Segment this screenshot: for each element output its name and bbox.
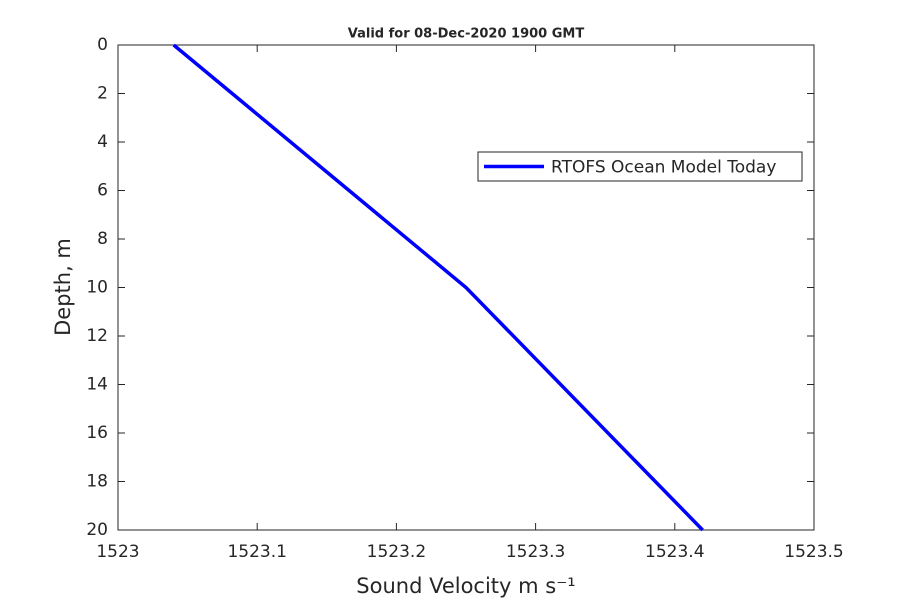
y-tick-label: 14: [86, 375, 108, 395]
x-tick-label: 1523.3: [506, 542, 565, 562]
x-axis-label: Sound Velocity m s⁻¹: [356, 574, 575, 598]
legend: RTOFS Ocean Model Today: [477, 151, 803, 182]
chart-title: Valid for 08-Dec-2020 1900 GMT: [348, 27, 585, 42]
x-tick-label: 1523.1: [227, 542, 286, 562]
legend-label: RTOFS Ocean Model Today: [551, 158, 776, 178]
x-tick-label: 1523.4: [645, 542, 704, 562]
y-tick-label: 18: [86, 472, 108, 492]
y-tick-label: 10: [86, 278, 108, 298]
x-tick-label: 1523: [96, 542, 139, 562]
y-tick-label: 12: [86, 326, 108, 346]
x-tick-label: 1523.2: [367, 542, 426, 562]
y-tick-label: 2: [97, 84, 108, 104]
series-line: [172, 43, 704, 532]
y-axis-label: Depth, m: [51, 238, 75, 336]
x-tick-label: 1523.5: [784, 542, 843, 562]
y-tick-label: 0: [97, 35, 108, 55]
y-tick-label: 16: [86, 423, 108, 443]
y-tick-label: 8: [97, 229, 108, 249]
y-tick-label: 20: [86, 520, 108, 540]
y-tick-label: 6: [97, 181, 108, 201]
y-tick-label: 4: [97, 132, 108, 152]
